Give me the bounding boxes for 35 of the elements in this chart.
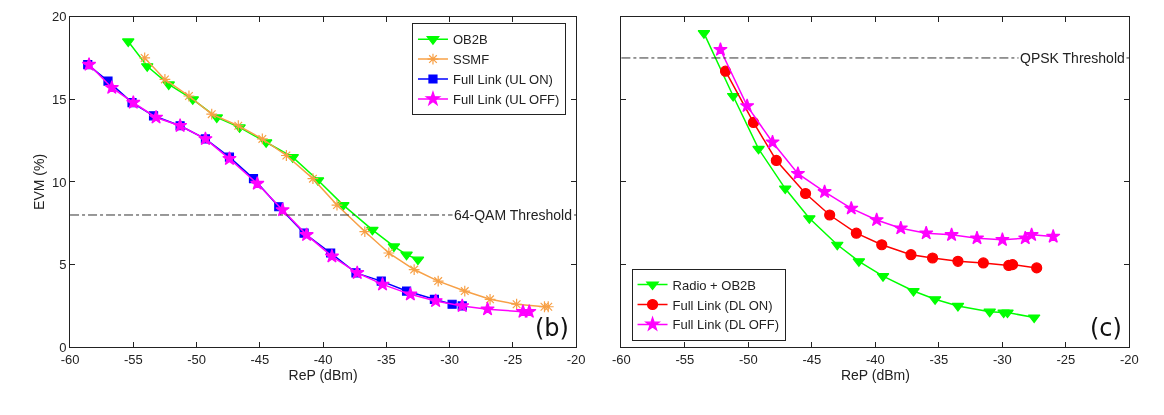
legend-label: SSMF — [452, 52, 490, 68]
annotation: (c) — [1090, 314, 1122, 342]
ref-line-label: QPSK Threshold — [1020, 50, 1125, 66]
x-tick-label: -40 — [865, 351, 885, 367]
x-tick-label: -25 — [1056, 351, 1076, 367]
x-tick-label: -35 — [376, 351, 396, 367]
x-tick-label: -60 — [611, 351, 631, 367]
y-tick-label: 15 — [51, 91, 67, 107]
x-axis-title: ReP (dBm) — [840, 367, 910, 384]
y-tick-label: 10 — [51, 174, 67, 190]
y-axis-title: EVM (%) — [30, 153, 47, 210]
x-tick-label: -55 — [675, 351, 695, 367]
x-tick-label: -30 — [440, 351, 459, 367]
legend-label: Radio + OB2B — [672, 277, 757, 293]
ref-line-label: 64-QAM Threshold — [454, 207, 573, 223]
x-tick-label: -20 — [1120, 351, 1139, 367]
x-tick-label: -50 — [738, 351, 758, 367]
x-tick-label: -35 — [929, 351, 949, 367]
legend-label: Full Link (DL OFF) — [672, 317, 779, 333]
x-tick-label: -20 — [566, 351, 586, 367]
x-tick-label: -30 — [993, 351, 1012, 367]
x-tick-label: -40 — [313, 351, 333, 367]
legend-label: OB2B — [452, 32, 488, 48]
legend-label: Full Link (UL OFF) — [452, 91, 560, 107]
x-tick-label: -55 — [123, 351, 143, 367]
annotation: (b) — [535, 314, 569, 342]
legend-label: Full Link (DL ON) — [672, 297, 773, 313]
x-tick-label: -50 — [187, 351, 206, 367]
y-tick-label: 5 — [59, 257, 67, 273]
x-tick-label: -45 — [250, 351, 270, 367]
y-tick-label: 20 — [51, 9, 67, 25]
legend-label: Full Link (UL ON) — [452, 72, 553, 88]
x-tick-label: -25 — [503, 351, 523, 367]
x-axis-title: ReP (dBm) — [288, 367, 358, 384]
x-tick-label: -45 — [802, 351, 822, 367]
